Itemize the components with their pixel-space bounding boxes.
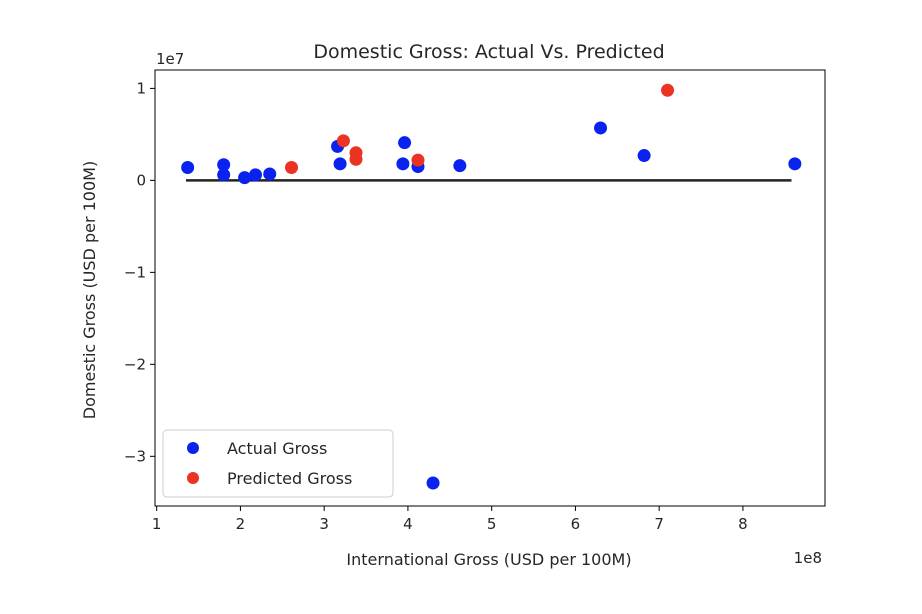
y-tick-label: −2 <box>124 355 146 373</box>
x-tick-label: 8 <box>738 515 748 533</box>
point-predicted-gross <box>285 161 299 175</box>
point-actual-gross <box>249 168 262 182</box>
y-tick-label: 1 <box>136 79 146 97</box>
x-axis-ticks: 1 2 3 4 5 6 7 8 <box>152 506 748 533</box>
y-tick-label: 0 <box>136 171 146 189</box>
chart-title: Domestic Gross: Actual Vs. Predicted <box>313 41 664 63</box>
point-actual-gross <box>238 171 252 185</box>
point-predicted-gross <box>336 134 350 148</box>
point-predicted-gross <box>349 152 363 166</box>
x-tick-label: 1 <box>152 515 162 533</box>
plot-frame <box>154 69 826 507</box>
y-tick-label: −3 <box>124 447 146 465</box>
y-axis-ticks: 1 0 −1 −2 −3 <box>124 79 155 465</box>
y-offset-text: 1e7 <box>156 50 184 68</box>
x-tick-label: 4 <box>403 515 413 533</box>
legend-marker-actual-gross <box>187 442 199 454</box>
y-axis-label: Domestic Gross (USD per 100M) <box>80 161 99 419</box>
data-points <box>181 83 802 490</box>
point-actual-gross <box>453 159 467 173</box>
point-actual-gross <box>426 476 440 490</box>
legend-marker-predicted-gross <box>187 472 199 484</box>
x-tick-label: 6 <box>571 515 581 533</box>
legend-box <box>162 429 394 498</box>
point-actual-gross <box>181 161 195 175</box>
point-actual-gross <box>594 121 608 135</box>
point-actual-gross <box>396 157 410 171</box>
point-actual-gross <box>333 157 347 171</box>
point-predicted-gross <box>661 83 675 97</box>
x-tick-label: 2 <box>236 515 246 533</box>
legend-label-predicted-gross: Predicted Gross <box>227 469 352 488</box>
point-actual-gross <box>788 157 802 171</box>
point-actual-gross <box>217 158 231 172</box>
point-predicted-gross <box>411 153 425 167</box>
point-actual-gross <box>637 149 651 163</box>
x-offset-text: 1e8 <box>794 549 822 567</box>
point-actual-gross <box>398 136 412 150</box>
x-tick-label: 5 <box>487 515 497 533</box>
legend: Actual Gross Predicted Gross <box>162 429 394 498</box>
point-actual-gross <box>217 168 231 182</box>
x-tick-label: 3 <box>319 515 329 533</box>
x-axis-label: International Gross (USD per 100M) <box>346 550 631 569</box>
legend-label-actual-gross: Actual Gross <box>227 439 327 458</box>
point-actual-gross <box>263 167 277 181</box>
x-tick-label: 7 <box>654 515 664 533</box>
y-tick-label: −1 <box>124 263 146 281</box>
